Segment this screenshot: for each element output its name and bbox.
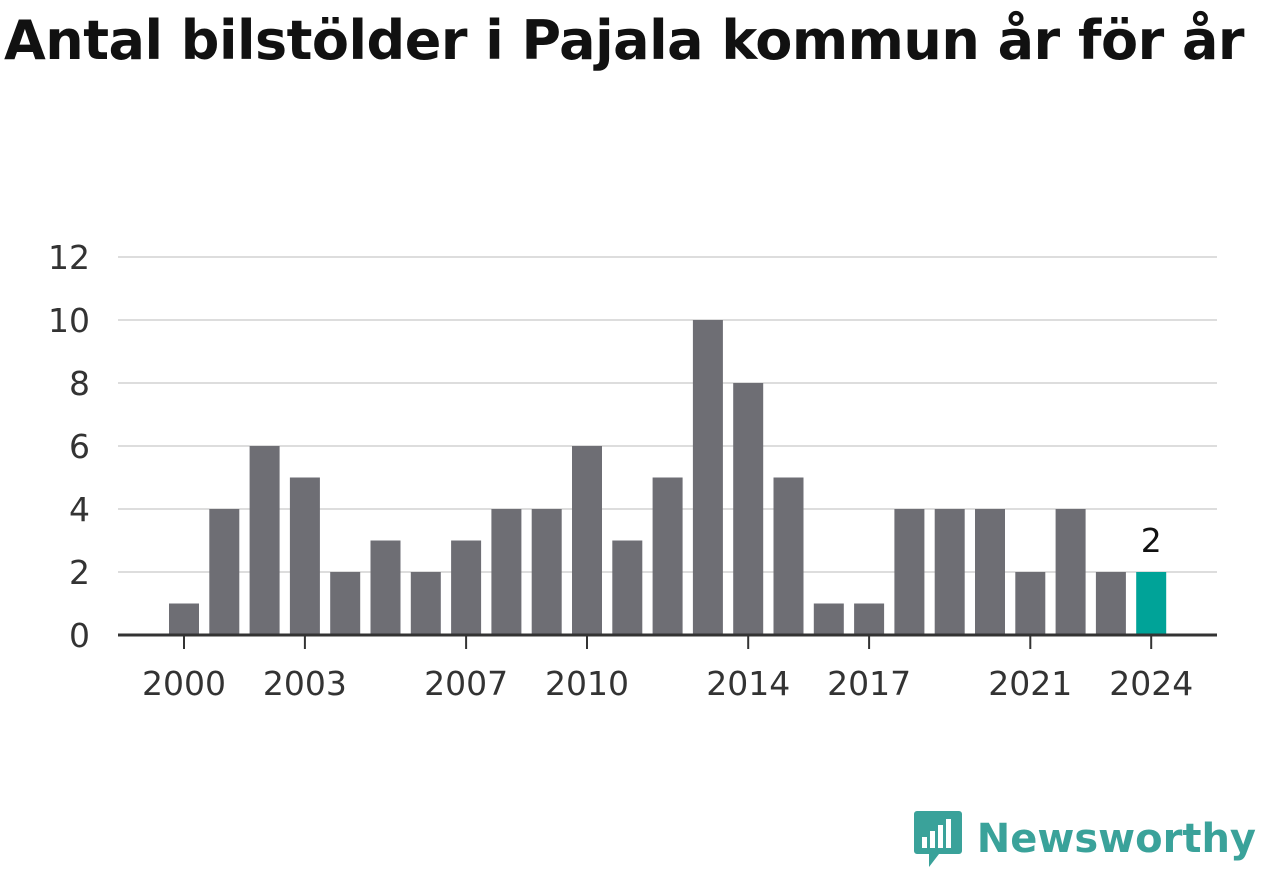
brand-logo: Newsworthy <box>913 809 1256 869</box>
bar-2010 <box>572 446 602 635</box>
brand-name: Newsworthy <box>976 816 1256 862</box>
bar-2017 <box>854 603 885 635</box>
bar-2007 <box>451 540 482 635</box>
x-tick-label: 2007 <box>424 664 508 703</box>
x-tick-label: 2000 <box>142 664 226 703</box>
y-tick-label: 2 <box>69 553 90 592</box>
bar-2012 <box>652 477 683 635</box>
x-axis: 2000 2003 2007 2010 2014 2017 2021 2024 <box>118 633 1217 703</box>
x-tick-label: 2014 <box>706 664 790 703</box>
bar-2005 <box>370 540 401 635</box>
bar-2000 <box>169 603 199 635</box>
bar-2002 <box>249 446 280 635</box>
chart-title: Antal bilstölder i Pajala kommun år för … <box>4 9 1245 72</box>
bar-2021 <box>1015 572 1046 635</box>
x-tick-label: 2021 <box>988 664 1072 703</box>
bar-2001 <box>209 509 240 635</box>
x-tick-label: 2010 <box>545 664 629 703</box>
y-tick-label: 4 <box>69 490 90 529</box>
bar-2014 <box>733 383 764 635</box>
bar-2024 <box>1136 572 1167 635</box>
bar-2020 <box>975 509 1005 635</box>
bar-2023 <box>1095 572 1126 635</box>
y-tick-label: 8 <box>69 364 90 403</box>
y-tick-label: 12 <box>48 238 90 277</box>
bars <box>169 320 1167 635</box>
bar-2018 <box>894 509 925 635</box>
x-tick-label: 2017 <box>827 664 911 703</box>
bar-2008 <box>491 509 522 635</box>
data-labels: 2 <box>1141 521 1162 560</box>
bar-2019 <box>934 509 965 635</box>
y-tick-label: 0 <box>69 616 90 655</box>
x-tick-label: 2003 <box>263 664 347 703</box>
bar-2011 <box>612 540 643 635</box>
y-tick-label: 10 <box>48 301 90 340</box>
x-tick-label: 2024 <box>1109 664 1193 703</box>
bar-2006 <box>410 572 441 635</box>
bar-2013 <box>692 320 723 635</box>
bar-2009 <box>531 509 562 635</box>
bar-2004 <box>330 572 361 635</box>
y-tick-label: 6 <box>69 427 90 466</box>
data-label-highlight: 2 <box>1141 521 1162 560</box>
bar-2015 <box>773 477 804 635</box>
newsworthy-logo-icon <box>913 811 962 867</box>
bar-2016 <box>813 603 844 635</box>
bar-2003 <box>289 477 320 635</box>
bar-2022 <box>1055 509 1086 635</box>
y-axis-ticks: 0 2 4 6 8 10 12 <box>48 238 90 655</box>
